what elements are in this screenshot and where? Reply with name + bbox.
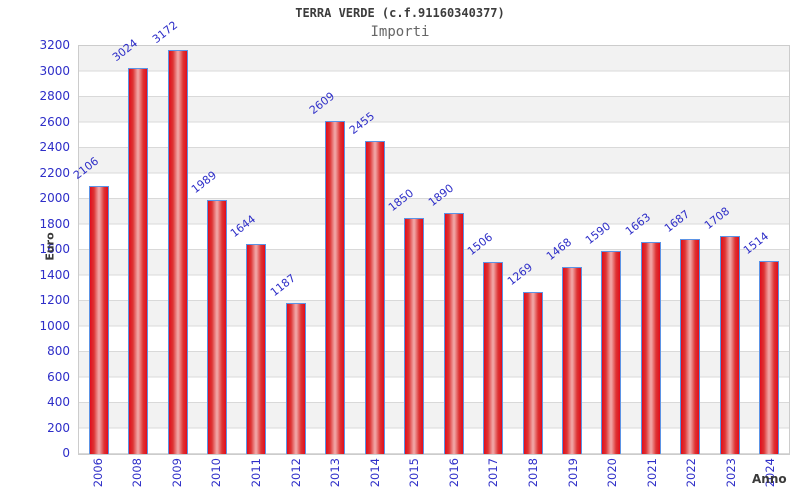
x-slot: 2012 <box>276 458 316 498</box>
x-tick-label: 2009 <box>169 458 184 488</box>
x-tick-label: 2006 <box>90 458 105 488</box>
x-tick-label: 2010 <box>209 458 224 488</box>
x-slot: 2014 <box>355 458 395 498</box>
bar-slot: 2455 <box>347 46 394 454</box>
bar <box>207 200 228 454</box>
bar-slot: 1989 <box>189 46 236 454</box>
x-slot: 2011 <box>236 458 276 498</box>
bar-value-label: 3172 <box>149 18 180 46</box>
x-slot: 2008 <box>118 458 158 498</box>
y-tick-label: 2400 <box>39 140 70 154</box>
plot-area: 2106 3024 3172 1989 1644 1187 2609 2455 1850 1890… <box>71 18 790 455</box>
bar <box>167 49 188 454</box>
bar <box>285 302 306 454</box>
x-slot: 2013 <box>315 458 355 498</box>
bar-slot: 1269 <box>505 46 552 454</box>
x-tick-label: 2017 <box>486 458 501 488</box>
bar <box>246 244 267 454</box>
bar-slot: 3024 <box>110 37 157 454</box>
y-tick-label: 1800 <box>39 216 70 231</box>
bar-slot: 1890 <box>426 46 473 454</box>
bar <box>719 236 740 454</box>
bar <box>680 238 701 454</box>
x-slot: 2009 <box>157 458 197 498</box>
bar-value-label: 2106 <box>70 154 101 182</box>
bar <box>483 262 504 454</box>
x-slot: 2010 <box>197 458 237 498</box>
x-slot: 2016 <box>434 458 474 498</box>
y-tick-label: 400 <box>47 395 70 409</box>
x-tick-label: 2021 <box>644 458 659 488</box>
bar <box>759 260 780 454</box>
x-tick-label: 2018 <box>525 458 540 488</box>
y-tick-label: 2800 <box>39 89 70 103</box>
y-tick-label: 800 <box>47 344 70 358</box>
y-tick-label: 3200 <box>39 38 70 52</box>
x-tick-label: 2012 <box>288 458 303 488</box>
y-tick-label: 1600 <box>39 242 70 256</box>
bar <box>561 266 582 454</box>
bar <box>443 213 464 454</box>
bar <box>522 292 543 454</box>
bar-slot: 1663 <box>623 46 670 454</box>
y-tick-label: 2600 <box>39 114 70 129</box>
y-tick-label: 0 <box>62 446 70 460</box>
bar-slot: 2106 <box>71 46 118 454</box>
bar <box>640 241 661 454</box>
y-tick-label: 200 <box>47 420 70 435</box>
x-axis-labels: 2006 2008 2009 2010 2011 2012 2013 2014 2015 2016… <box>78 458 790 498</box>
x-tick-label: 2016 <box>446 458 461 488</box>
bar-slot: 2609 <box>307 46 355 454</box>
bar <box>601 251 622 454</box>
x-slot: 2015 <box>395 458 435 498</box>
x-tick-label: 2011 <box>249 458 264 488</box>
x-axis-title: Anno <box>752 472 787 486</box>
y-tick-label: 1000 <box>39 318 70 333</box>
x-tick-label: 2008 <box>130 458 145 488</box>
x-tick-label: 2014 <box>367 458 382 488</box>
x-slot: 2021 <box>632 458 672 498</box>
x-slot: 2022 <box>671 458 711 498</box>
x-slot: 2020 <box>592 458 632 498</box>
bar-slot: 1590 <box>583 46 631 454</box>
bar-slot: 1468 <box>544 46 591 454</box>
x-slot: 2006 <box>78 458 118 498</box>
bar <box>128 68 149 454</box>
bar <box>364 141 385 454</box>
bar-value-label: 3024 <box>110 36 141 65</box>
x-slot: 2017 <box>474 458 514 498</box>
bar-slot: 1687 <box>662 46 710 454</box>
bar-slot: 3172 <box>150 18 197 454</box>
bar-slot: 1708 <box>702 46 749 454</box>
chart-title: TERRA VERDE (c.f.91160340377) <box>295 6 505 20</box>
chart-subtitle: Importi <box>370 24 430 40</box>
bar <box>404 218 425 454</box>
x-tick-label: 2013 <box>328 458 343 488</box>
bar-slot: 1850 <box>386 46 434 454</box>
bar-slot: 1506 <box>465 46 512 454</box>
bar-slot: 1644 <box>228 46 276 454</box>
bar-slot: 1514 <box>741 46 788 454</box>
x-tick-label: 2015 <box>407 458 422 488</box>
y-tick-label: 2000 <box>39 191 70 205</box>
x-tick-label: 2023 <box>723 458 738 488</box>
bar <box>325 121 346 454</box>
bar-series: 2106 3024 3172 1989 1644 1187 2609 2455 1850 1890… <box>71 18 789 454</box>
bar <box>88 185 109 454</box>
y-tick-label: 2200 <box>39 165 70 180</box>
bar-slot: 1187 <box>268 46 315 454</box>
x-tick-label: 2019 <box>565 458 580 488</box>
x-slot: 2018 <box>513 458 553 498</box>
y-tick-label: 3000 <box>39 63 70 78</box>
y-axis-title: Euro <box>43 232 57 261</box>
x-tick-label: 2020 <box>605 458 620 488</box>
x-tick-label: 2022 <box>684 458 699 488</box>
y-tick-label: 1200 <box>39 293 70 307</box>
y-tick-label: 1400 <box>39 267 70 282</box>
x-slot: 2019 <box>553 458 593 498</box>
y-tick-label: 600 <box>47 369 70 384</box>
x-slot: 2023 <box>711 458 751 498</box>
